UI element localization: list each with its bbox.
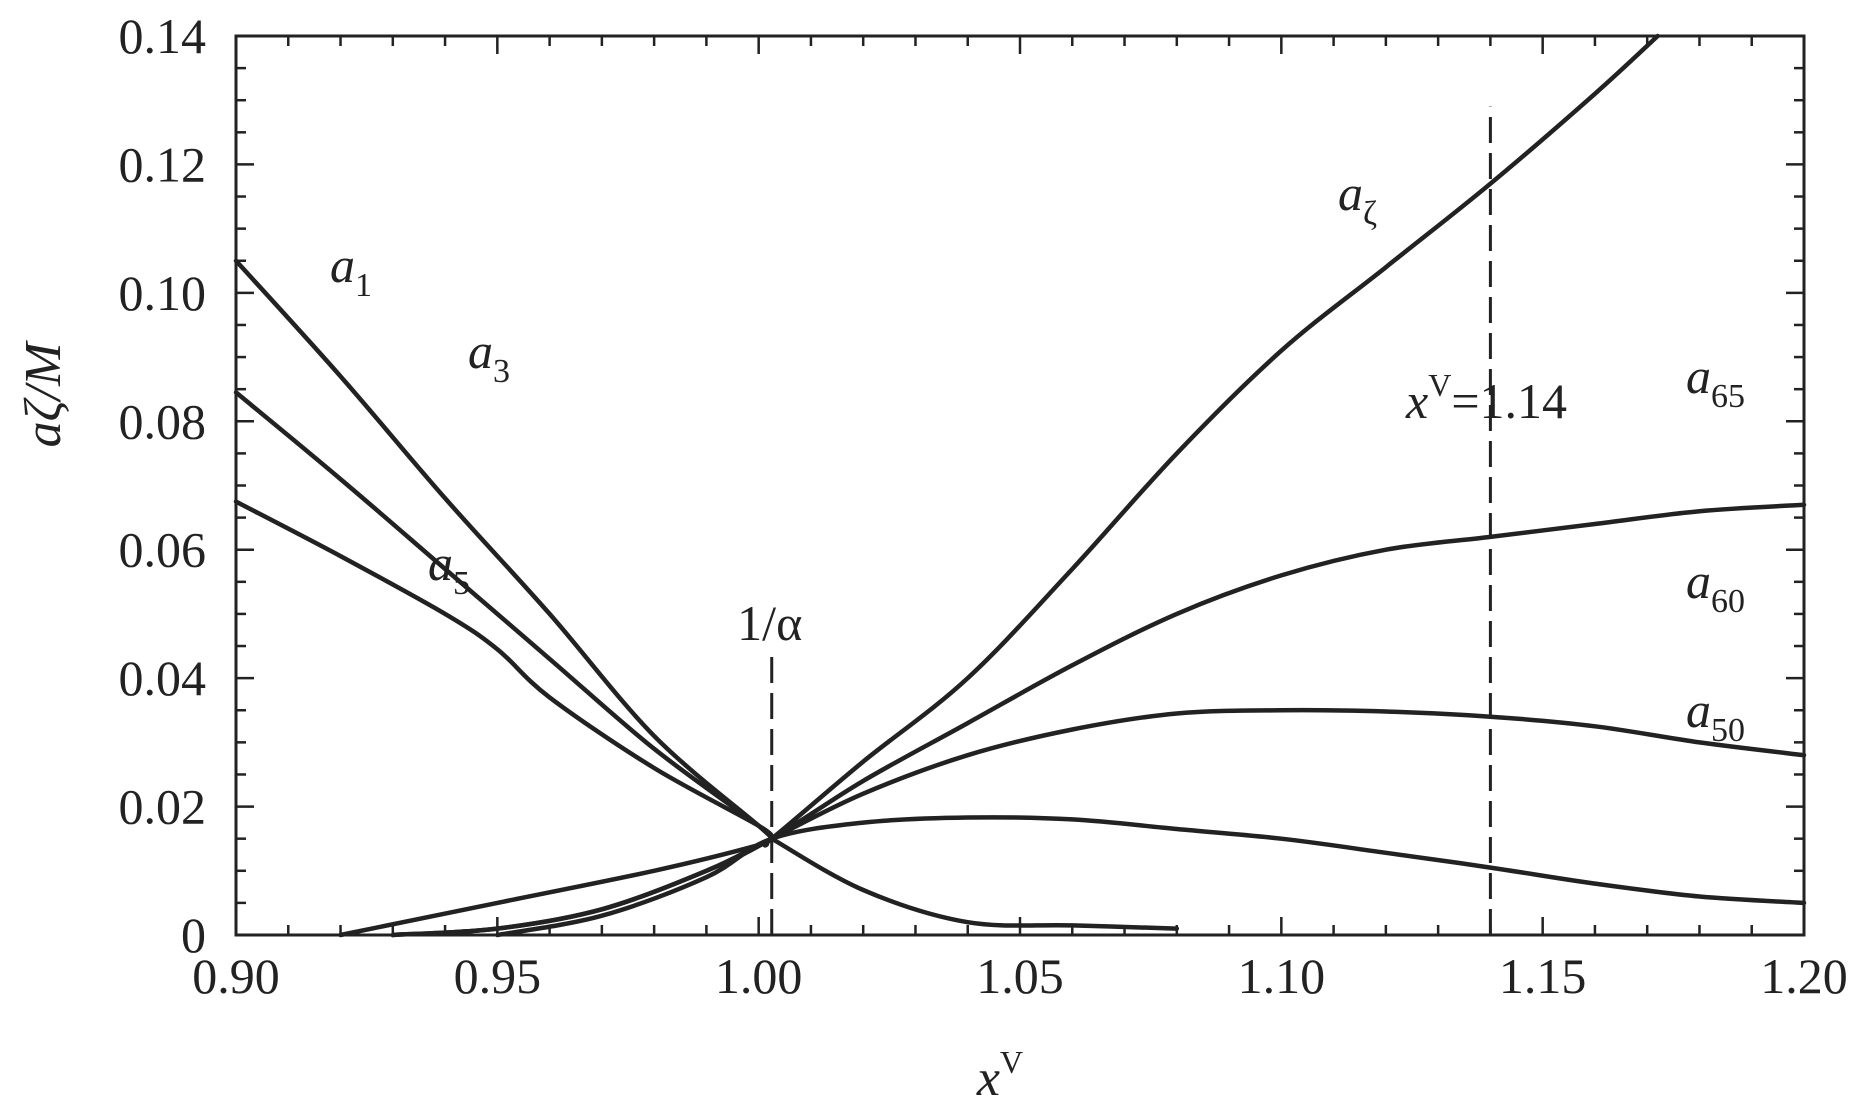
series-line-a65 [390, 502, 1807, 938]
x-tick-label: 0.95 [454, 948, 542, 1004]
series-line-a60 [390, 707, 1807, 938]
series-label-a5: a5 [428, 535, 470, 602]
series-label-a60: a60 [1686, 553, 1745, 620]
y-tick-label: 0.10 [119, 265, 207, 321]
x-tick-label: 1.05 [976, 948, 1064, 1004]
ticks-layer [234, 34, 1806, 937]
series-line-a5 [233, 499, 775, 841]
series-label-a1: a1 [330, 237, 372, 304]
x-axis-label-base: x [976, 1050, 1000, 1107]
y-axis-label: aζ/M [15, 340, 72, 447]
labels-layer: 0.90 0.95 1.00 1.05 1.10 1.15 1.20 0 0.02 0.04 0.0… [119, 8, 1848, 1004]
x-tick-label: 0.90 [192, 948, 280, 1004]
x-axis-label-sup: V [1000, 1044, 1023, 1080]
series-line-a50 [495, 815, 1807, 938]
series-label-a50: a50 [1686, 682, 1745, 749]
reference-label: 1/α [737, 595, 802, 651]
series-line-tail [769, 836, 1180, 931]
y-tick-label: 0.12 [119, 136, 207, 192]
series-label-aζ: aζ [1338, 165, 1377, 232]
y-tick-label: 0.04 [119, 650, 207, 706]
y-tick-label: 0.06 [119, 522, 207, 578]
series-line-aζ [338, 33, 1660, 938]
curves-layer [233, 33, 1807, 938]
series-label-a65: a65 [1686, 348, 1745, 415]
x-tick-label: 1.15 [1499, 948, 1587, 1004]
y-tick-label: 0.02 [119, 779, 207, 835]
series-line-a1 [233, 258, 775, 841]
reference-label: xV=1.14 [1405, 367, 1567, 429]
reference-lines-layer [770, 106, 1492, 935]
x-tick-label: 1.10 [1238, 948, 1326, 1004]
series-label-a3: a3 [468, 323, 510, 390]
series-line-a3 [233, 390, 775, 841]
y-tick-label: 0.14 [119, 8, 207, 64]
y-tick-label: 0 [181, 907, 206, 963]
plot-frame [234, 34, 1806, 937]
x-tick-label: 1.20 [1760, 948, 1848, 1004]
x-tick-label: 1.00 [715, 948, 803, 1004]
y-tick-label: 0.08 [119, 393, 207, 449]
x-axis-label: xV [976, 1044, 1023, 1107]
